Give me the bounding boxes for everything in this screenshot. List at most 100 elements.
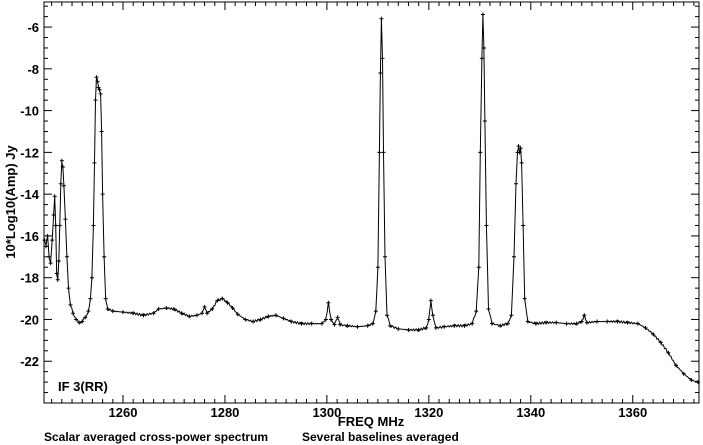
data-point [103, 296, 108, 301]
data-point [200, 311, 205, 316]
data-point [605, 319, 610, 324]
data-point [658, 340, 663, 345]
data-point [54, 271, 59, 276]
y-tick-label: -10 [20, 104, 39, 119]
y-tick-label: -14 [20, 187, 40, 202]
data-point [61, 183, 66, 188]
data-point [210, 307, 215, 312]
data-point [643, 325, 648, 330]
data-point [44, 244, 49, 249]
data-point [55, 277, 60, 282]
data-point [514, 181, 519, 186]
data-markers [42, 12, 700, 385]
data-point [95, 79, 100, 84]
data-point [58, 181, 63, 186]
data-point [80, 319, 85, 324]
data-point [521, 223, 526, 228]
data-point [406, 327, 411, 332]
data-point [164, 305, 169, 310]
data-point [481, 45, 486, 50]
data-point [56, 258, 61, 263]
data-point [105, 307, 110, 312]
data-point [511, 254, 516, 259]
data-point [635, 321, 640, 326]
x-tick-label: 1320 [414, 405, 443, 420]
data-point [505, 321, 510, 326]
data-point [338, 322, 343, 327]
data-point [45, 233, 50, 238]
data-point [205, 311, 210, 316]
data-point [266, 314, 271, 319]
data-point [53, 223, 58, 228]
data-point [51, 213, 56, 218]
data-point [89, 275, 94, 280]
data-point [426, 317, 431, 322]
data-point [377, 150, 382, 155]
data-point [381, 150, 386, 155]
data-point [442, 324, 447, 329]
data-point [479, 56, 484, 61]
data-point [478, 150, 483, 155]
data-point [60, 164, 65, 169]
data-point [289, 319, 294, 324]
data-point [388, 323, 393, 328]
data-point [151, 311, 156, 316]
data-point [235, 312, 240, 317]
data-point [544, 320, 549, 325]
data-point [66, 286, 71, 291]
data-point [516, 144, 521, 149]
data-point [517, 150, 522, 155]
data-point [525, 319, 530, 324]
caption-baselines: Several baselines averaged [302, 430, 459, 444]
plot-frame [43, 1, 700, 404]
data-point [57, 223, 62, 228]
data-point [281, 316, 286, 321]
data-point [319, 321, 324, 326]
data-point [92, 160, 97, 165]
y-tick-label: -8 [27, 62, 39, 77]
data-point [474, 309, 479, 314]
x-tick-label: 1300 [312, 405, 341, 420]
data-point [365, 323, 370, 328]
data-point [98, 91, 103, 96]
data-point [554, 320, 559, 325]
data-point [52, 194, 57, 199]
data-point [258, 317, 263, 322]
data-point [48, 261, 53, 266]
data-point [64, 254, 69, 259]
data-point [355, 324, 360, 329]
data-point [141, 313, 146, 318]
data-point [83, 315, 88, 320]
data-point [250, 319, 255, 324]
data-point [63, 217, 68, 222]
data-point [509, 313, 514, 318]
data-point [93, 98, 98, 103]
data-point [378, 71, 383, 76]
data-point [215, 298, 220, 303]
data-point [50, 238, 55, 243]
data-point [498, 323, 503, 328]
data-point [615, 319, 620, 324]
x-tick-label: 1360 [618, 405, 647, 420]
data-point [102, 254, 107, 259]
y-tick-label: -6 [27, 20, 39, 35]
data-point [156, 307, 161, 312]
data-point [42, 238, 47, 243]
data-point [94, 75, 99, 80]
data-point [220, 296, 225, 301]
data-point [482, 119, 487, 124]
data-point [96, 85, 101, 90]
data-point [396, 326, 401, 331]
y-tick-label: -20 [20, 312, 39, 327]
data-point [335, 315, 340, 320]
data-point [375, 265, 380, 270]
data-point [86, 309, 91, 314]
data-point [91, 223, 96, 228]
data-point [299, 321, 304, 326]
data-point [480, 12, 485, 17]
data-point [433, 325, 438, 330]
data-point [584, 320, 589, 325]
data-point [689, 378, 694, 383]
x-tick-label: 1260 [109, 405, 138, 420]
data-point [230, 305, 235, 310]
